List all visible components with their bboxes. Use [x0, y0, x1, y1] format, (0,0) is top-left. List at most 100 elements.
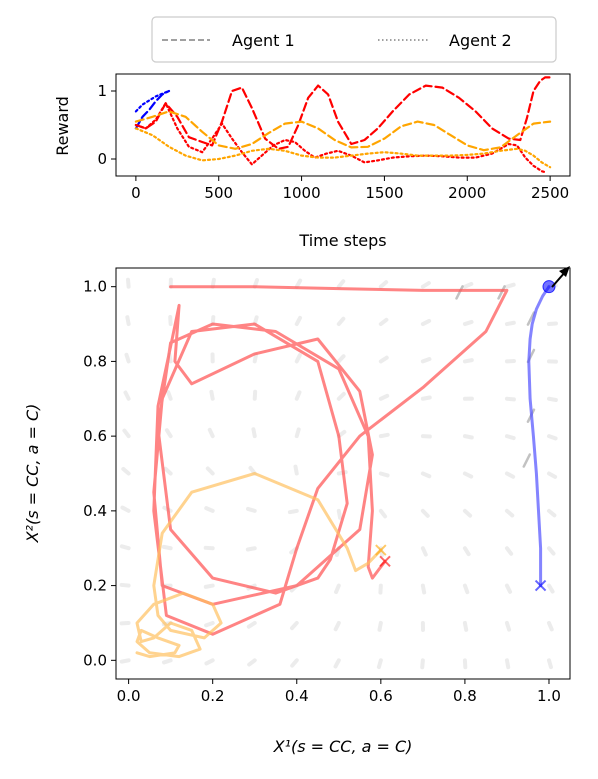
- flow-arrow: [245, 546, 257, 552]
- flow-arrow: [204, 506, 215, 513]
- flow-arrow: [455, 285, 464, 300]
- flow-arrow: [209, 389, 215, 401]
- flow-arrow: [294, 427, 301, 439]
- flow-arrow: [522, 453, 532, 468]
- phase-x-ticks: 0.0 0.2 0.4 0.6 0.8 1.0: [117, 679, 561, 705]
- flow-arrow: [504, 396, 516, 402]
- corner-arrow-head: [559, 266, 570, 277]
- reward-x-tick-label: 1000: [282, 184, 320, 202]
- reward-y-tick-label: 0: [97, 150, 107, 168]
- corner-arrow-icon: [551, 266, 570, 288]
- flow-arrow: [546, 546, 556, 556]
- flow-arrow: [504, 471, 516, 479]
- phase-x-tick-label: 0.6: [369, 687, 393, 705]
- flow-arrow: [378, 432, 390, 439]
- phase-marker-2: [534, 579, 547, 592]
- phase-y-ticks: 0.0 0.2 0.4 0.6 0.8 1.0: [83, 278, 116, 669]
- reward-series-3: [134, 102, 548, 174]
- phase-y-tick-label: 0.0: [83, 651, 107, 669]
- reward-y-axis-label: Reward: [53, 96, 72, 156]
- phase-y-tick-label: 0.8: [83, 352, 107, 370]
- phase-x-tick-label: 0.0: [117, 687, 141, 705]
- flow-arrow: [204, 620, 215, 628]
- flow-arrow: [462, 281, 474, 289]
- flow-arrow: [122, 428, 131, 439]
- flow-arrow: [378, 280, 389, 289]
- flow-arrow: [161, 544, 173, 551]
- flow-arrow: [333, 620, 341, 632]
- phase-x-tick-label: 0.4: [285, 687, 309, 705]
- flow-arrow: [420, 658, 425, 670]
- flow-arrow: [294, 278, 303, 289]
- flow-arrow: [504, 658, 511, 670]
- flow-arrow: [336, 354, 346, 364]
- flow-arrow: [420, 546, 428, 557]
- flow-arrow: [121, 466, 131, 476]
- phase-y-tick-label: 1.0: [83, 278, 107, 296]
- phase-series-1: [135, 472, 383, 659]
- flow-arrow: [245, 506, 257, 513]
- phase-series-2: [527, 285, 551, 588]
- flow-arrow: [462, 620, 469, 632]
- reward-series-1: [134, 89, 171, 113]
- reward-x-tick-label: 0: [131, 184, 141, 202]
- flow-arrow: [504, 583, 513, 594]
- flow-arrow: [203, 583, 215, 589]
- flow-arrow: [293, 464, 299, 476]
- reward-x-tick-label: 1500: [365, 184, 403, 202]
- flow-arrow: [420, 471, 432, 479]
- reward-x-tick-label: 2000: [448, 184, 486, 202]
- flow-arrow: [546, 434, 558, 441]
- flow-arrow: [163, 466, 173, 476]
- reward-series-5: [134, 127, 552, 169]
- flow-arrow: [251, 427, 257, 439]
- flow-arrow: [123, 390, 131, 401]
- phase-y-tick-label: 0.4: [83, 502, 107, 520]
- reward-series-4: [134, 110, 552, 152]
- phase-marker-0: [379, 555, 391, 568]
- reward-series-2: [134, 76, 552, 150]
- phase-plot-frame: [115, 267, 571, 680]
- reward-series-0: [134, 89, 171, 130]
- flow-arrow: [294, 353, 302, 364]
- flow-arrow: [504, 320, 516, 327]
- flow-arrow: [161, 658, 173, 665]
- flow-arrow: [124, 352, 131, 364]
- legend-label-agent-2: Agent 2: [449, 31, 512, 50]
- reward-chart: 0 500 1000 1500 2000 2500 01 Time steps Rewar…: [53, 73, 571, 250]
- flow-arrow: [546, 471, 558, 479]
- flow-arrow: [252, 352, 259, 364]
- phase-x-tick-label: 0.8: [453, 687, 477, 705]
- flow-arrow: [504, 434, 516, 441]
- flow-arrow: [120, 505, 131, 513]
- reward-x-tick-label: 2500: [531, 184, 569, 202]
- flow-arrow: [119, 658, 131, 664]
- flow-arrow: [420, 357, 432, 364]
- legend-frame: [151, 16, 557, 63]
- reward-plot-frame: [115, 73, 571, 177]
- flow-arrow: [420, 281, 431, 289]
- flow-arrow: [546, 508, 557, 518]
- flow-arrow: [420, 508, 430, 518]
- phase-chart: 0.0 0.2 0.4 0.6 0.8 1.0 0.0 0.2 0.4 0.6 0.8 1.0 X¹…: [23, 266, 571, 756]
- flow-arrow: [207, 427, 215, 439]
- flow-arrow: [126, 277, 131, 289]
- flow-arrow: [294, 315, 303, 327]
- flow-arrow: [420, 395, 432, 401]
- flow-arrow: [246, 620, 257, 629]
- reward-x-axis-label: Time steps: [298, 231, 386, 250]
- flow-arrow: [336, 508, 343, 520]
- legend-label-agent-1: Agent 1: [232, 31, 295, 50]
- phase-series-0: [152, 285, 509, 636]
- flow-arrow: [546, 620, 554, 632]
- flow-arrow: [336, 279, 346, 289]
- flow-arrow: [290, 620, 299, 631]
- phase-markers: [375, 280, 556, 592]
- reward-x-tick-label: 500: [204, 184, 233, 202]
- flow-arrow: [420, 318, 432, 327]
- phase-y-tick-label: 0.2: [83, 577, 107, 595]
- flow-field: [119, 277, 558, 670]
- flow-arrow: [376, 658, 383, 670]
- reward-x-ticks: 0 500 1000 1500 2000 2500: [131, 176, 569, 202]
